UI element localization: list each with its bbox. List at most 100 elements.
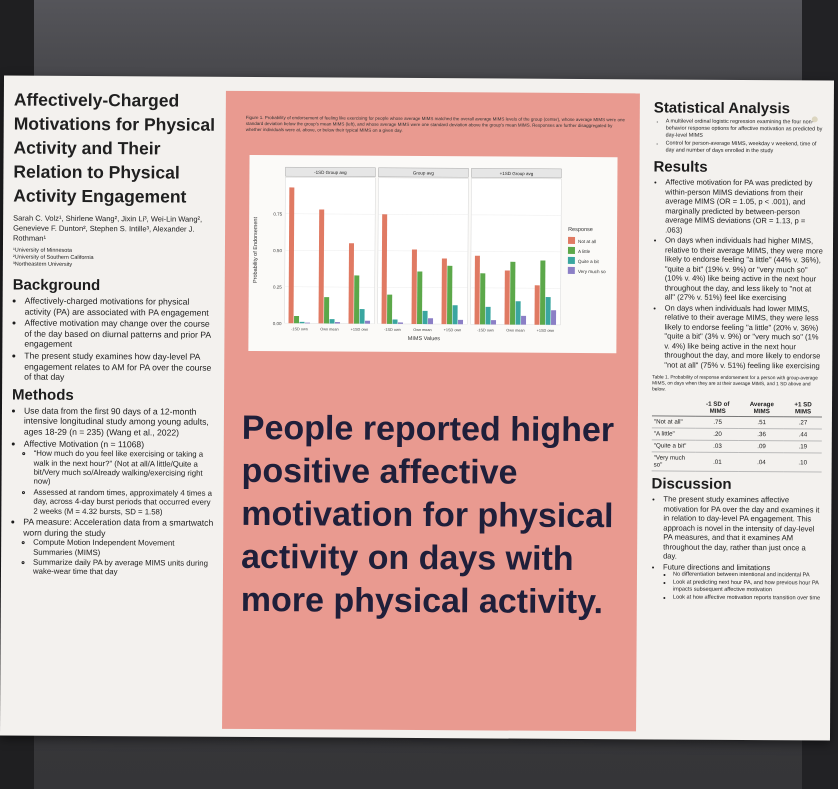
table-cell: .27: [784, 416, 822, 429]
x-tick-label: -1SD own: [384, 328, 401, 332]
bar: [417, 271, 423, 325]
bar: [411, 249, 417, 324]
methods-subitem: Compute Motion Independent Movement Summ…: [33, 538, 213, 558]
bar: [447, 265, 453, 325]
headline-takeaway: People reported higher positive affectiv…: [240, 408, 615, 622]
y-tick-label: 0.50: [273, 248, 282, 253]
y-tick-label: 0.00: [273, 321, 282, 326]
table-row: "Quite a bit" .03 .09 .19: [651, 439, 822, 453]
legend-swatch: [567, 246, 575, 254]
bar: [441, 258, 447, 325]
bar: [381, 214, 388, 324]
table-cell: .20: [695, 428, 740, 441]
table-row: "Not at all" .75 .51 .27: [651, 415, 822, 429]
gridline: [378, 214, 469, 216]
bar: [515, 301, 521, 325]
poster-board-top: [30, 0, 802, 80]
table-cell: .04: [739, 452, 784, 472]
discussion-list: The present study examines affective mot…: [651, 494, 822, 602]
statistical-analysis-item: A multilevel ordinal logistic regression…: [666, 119, 824, 141]
table-cell: "Very much so": [651, 451, 696, 472]
bar: [359, 309, 365, 324]
background-item: Affective motivation may change over the…: [24, 318, 214, 351]
gridline: [284, 286, 375, 288]
legend-label: Very much so: [578, 269, 606, 274]
bar: [428, 318, 434, 325]
gridline: [284, 249, 375, 251]
facet-strip: [285, 166, 376, 177]
table-cell: "A little": [651, 427, 696, 441]
y-axis-label: Probability of Endorsement: [253, 217, 259, 284]
background-list: Affectively-charged motivations for phys…: [12, 296, 215, 384]
facet-label: Group avg: [413, 170, 435, 175]
table-cell: "Quite a bit": [651, 439, 696, 453]
facet-strip: [378, 167, 469, 178]
x-tick-label: +1SD own: [444, 328, 462, 332]
gridline: [284, 322, 375, 324]
table-header-cell: [651, 399, 697, 417]
table-cell: .75: [695, 416, 740, 429]
bar: [458, 319, 464, 325]
table-cell: .09: [739, 440, 784, 453]
author-list: Sarah C. Volz¹, Shirlene Wang², Jixin Li…: [13, 213, 203, 243]
methods-item: Affective Motivation (n = 11068) “How mu…: [23, 438, 213, 517]
gridline: [285, 213, 376, 215]
methods-item-text: PA measure: Acceleration data from a sma…: [23, 516, 214, 538]
background-item: The present study examines how day-level…: [24, 351, 214, 384]
x-tick-label: -1SD own: [291, 327, 308, 331]
table-row: "Very much so" .01 .04 .10: [651, 451, 822, 472]
discussion-heading: Discussion: [651, 475, 732, 493]
gridline: [470, 251, 561, 253]
background-heading: Background: [12, 276, 101, 295]
methods-item-text: Affective Motivation (n = 11068): [23, 438, 145, 449]
bar-chart: Probability of Endorsement 0.00 0.25 0.50 0.…: [248, 154, 618, 354]
results-heading: Results: [653, 158, 708, 176]
methods-sublist: “How much do you feel like exercising or…: [23, 449, 213, 517]
bar: [324, 297, 330, 324]
bar: [491, 320, 497, 325]
discussion-sublist: No differentiation between intentional a…: [663, 572, 821, 603]
y-tick-label: 0.25: [273, 285, 282, 290]
statistical-analysis-list: A multilevel ordinal logistic regression…: [654, 118, 824, 155]
x-tick-label: +1SD own: [351, 328, 369, 332]
facet-label: +1SD Group avg: [500, 171, 534, 176]
bar: [365, 320, 371, 324]
results-list: Affective motivation for PA was predicte…: [652, 177, 823, 370]
results-item: On days when individuals had lower MIMS,…: [664, 303, 822, 370]
bar-chart-svg: Probability of Endorsement 0.00 0.25 0.50 0.…: [253, 166, 606, 342]
table-header-cell: Average MIMS: [739, 399, 785, 417]
methods-list: Use data from the first 90 days of a 12-…: [11, 405, 214, 577]
results-table: -1 SD of MIMS Average MIMS +1 SD MIMS "N…: [651, 399, 823, 472]
bar: [534, 285, 540, 325]
discussion-subitem: Look at predicting next hour PA, and how…: [673, 580, 821, 595]
table-cell: .10: [783, 452, 822, 472]
statistical-analysis-item: Control for person-average MIMS, weekday…: [666, 141, 824, 156]
methods-subitem: “How much do you feel like exercising or…: [34, 449, 214, 488]
poster-left-column: Affectively-Charged Motivations for Phys…: [0, 75, 224, 736]
bar: [318, 209, 325, 324]
bar: [480, 273, 486, 325]
statistical-analysis-heading: Statistical Analysis: [653, 99, 791, 118]
bar: [392, 319, 398, 324]
methods-sublist: Compute Motion Independent Movement Summ…: [23, 538, 213, 578]
y-tick-label: 0.75: [273, 212, 282, 217]
legend-swatch: [568, 236, 576, 244]
affiliations: ¹University of Minnesota ²University of …: [13, 248, 215, 270]
discussion-item: Future directions and limitations No dif…: [663, 562, 821, 602]
bar: [474, 255, 480, 325]
poster-right-column: Statistical Analysis A multilevel ordina…: [640, 79, 832, 740]
facet-label: -1SD Group avg: [314, 170, 347, 175]
table-cell: .19: [783, 440, 822, 453]
affiliation: ³Northeastern University: [12, 261, 73, 268]
facet-strip: [471, 168, 562, 179]
discussion-item: The present study examines affective mot…: [663, 495, 821, 562]
bar: [305, 322, 311, 324]
methods-subitem: Assessed at random times, approximately …: [33, 487, 213, 516]
gridline: [471, 214, 562, 216]
table-cell: .01: [695, 452, 740, 472]
legend-swatch: [567, 266, 575, 274]
legend-title: Response: [568, 227, 593, 233]
table-cell: .36: [739, 428, 785, 441]
bar: [354, 275, 360, 324]
bar: [422, 310, 428, 325]
